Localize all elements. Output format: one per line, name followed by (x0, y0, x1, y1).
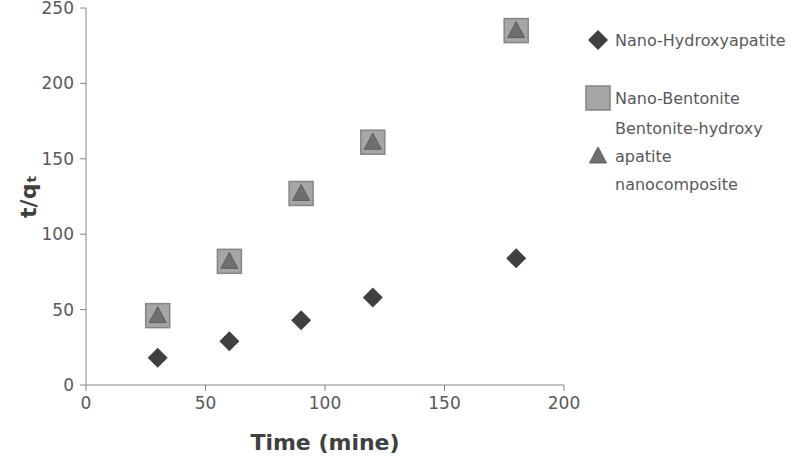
x-tick-label: 150 (428, 393, 460, 413)
legend-label-line: Bentonite-hydroxy (615, 119, 763, 138)
legend-label-line: Nano-Bentonite (615, 89, 740, 108)
y-tick (80, 234, 86, 235)
y-tick-label: 200 (42, 73, 74, 93)
y-tick-label: 0 (63, 375, 74, 395)
point (291, 310, 311, 330)
x-tick (444, 385, 445, 391)
point (504, 19, 528, 43)
point (361, 130, 385, 154)
x-tick-label: 100 (309, 393, 341, 413)
point (293, 184, 310, 200)
legend-label: Bentonite-hydroxy apatite nanocomposite (615, 119, 763, 194)
point (219, 331, 239, 351)
legend-label-line: apatite (615, 147, 672, 166)
legend-label: Nano-Bentonite (615, 89, 740, 108)
x-tick (205, 385, 206, 391)
y-tick (80, 309, 86, 310)
x-tick (325, 385, 326, 391)
y-axis-title: t/qₜ (16, 175, 41, 218)
point (148, 348, 168, 368)
point (508, 22, 525, 38)
y-tick (80, 8, 86, 9)
x-tick-label: 200 (548, 393, 580, 413)
legend-marker (590, 147, 607, 163)
x-tick-label: 0 (81, 393, 92, 413)
series-0 (148, 248, 527, 368)
series-1 (146, 19, 529, 328)
y-tick-label: 50 (52, 300, 74, 320)
point (289, 181, 313, 205)
y-tick-label: 150 (42, 149, 74, 169)
point (221, 252, 238, 268)
y-tick (80, 83, 86, 84)
point (146, 304, 170, 328)
chart: 0 50 100 150 200 250 0 50 100 150 200 Time (mine) t/… (0, 0, 797, 470)
y-tick-label: 100 (42, 224, 74, 244)
point (363, 288, 383, 308)
plot-area (146, 19, 529, 368)
x-tick-label: 50 (195, 393, 217, 413)
point (217, 249, 241, 273)
point (149, 307, 166, 323)
series-2 (149, 22, 525, 323)
y-tick (80, 158, 86, 159)
legend-marker (588, 30, 608, 50)
point (506, 248, 526, 268)
y-tick-label: 250 (42, 0, 74, 18)
x-axis-title: Time (mine) (250, 430, 399, 455)
legend-marker (586, 86, 610, 110)
point (364, 133, 381, 149)
y-tick (80, 385, 86, 386)
legend-label-line: Nano-Hydroxyapatite (615, 31, 786, 50)
y-axis (86, 8, 87, 385)
legend: Nano-Hydroxyapatite Nano-Bentonite Bentoni… (586, 30, 786, 194)
legend-label: Nano-Hydroxyapatite (615, 31, 786, 50)
x-tick (86, 385, 87, 391)
legend-label-line: nanocomposite (615, 175, 738, 194)
x-tick (564, 385, 565, 391)
